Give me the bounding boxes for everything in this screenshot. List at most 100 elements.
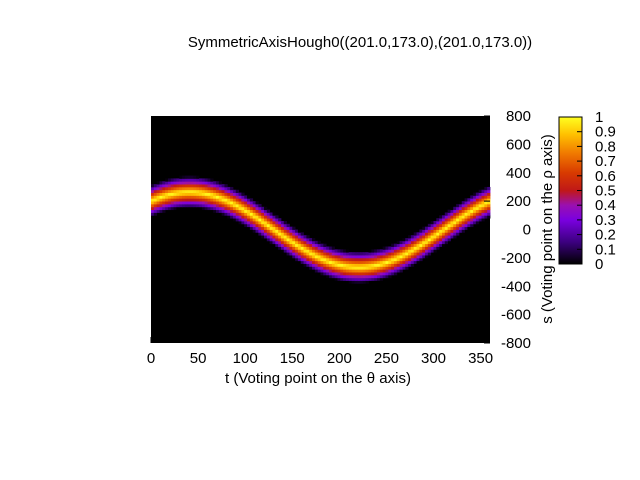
heatmap-cell: [405, 257, 409, 262]
heatmap-cell: [368, 274, 372, 279]
colorbar-tick-label: 0.1: [595, 241, 616, 258]
heatmap-cell: [201, 201, 206, 205]
heatmap-cell: [484, 201, 488, 205]
heatmap-cell: [221, 184, 225, 188]
heatmap-cell: [391, 272, 395, 276]
heatmap-cell: [173, 184, 177, 188]
heatmap-cell: [232, 212, 237, 216]
heatmap-cell: [218, 201, 223, 205]
heatmap-cell: [323, 272, 327, 276]
heatmap-cell: [475, 195, 480, 199]
heatmap-cell: [456, 229, 460, 233]
heatmap-cell: [173, 203, 177, 208]
heatmap-cell: [484, 212, 488, 216]
heatmap-cell: [368, 277, 372, 281]
heatmap-cell: [430, 235, 434, 239]
heatmap-cell: [162, 198, 166, 202]
heatmap-cell: [184, 175, 189, 179]
heatmap-cell: [464, 220, 468, 225]
heatmap-cell: [371, 269, 375, 273]
heatmap-cell: [357, 260, 361, 264]
heatmap-cell: [467, 201, 471, 205]
heatmap-cell: [413, 252, 417, 256]
heatmap-cell: [368, 260, 372, 264]
heatmap-cell: [275, 220, 279, 225]
heatmap-cell: [402, 260, 406, 264]
heatmap-cell: [184, 186, 189, 191]
heatmap-cell: [151, 198, 155, 202]
heatmap-cell: [419, 243, 423, 247]
heatmap-cell: [159, 195, 163, 199]
heatmap-cell: [300, 243, 304, 247]
heatmap-cell: [215, 192, 220, 196]
heatmap-cell: [210, 206, 214, 211]
heatmap-cell: [207, 195, 211, 199]
heatmap-cell: [179, 186, 183, 191]
heatmap-cell: [441, 226, 446, 230]
heatmap-cell: [184, 184, 189, 188]
heatmap-cell: [323, 266, 327, 270]
heatmap-cell: [283, 249, 287, 253]
heatmap-cell: [391, 260, 395, 264]
heatmap-cell: [196, 184, 200, 188]
heatmap-cell: [264, 220, 268, 225]
heatmap-cell: [258, 226, 262, 230]
heatmap-cell: [433, 238, 437, 242]
heatmap-cell: [295, 249, 299, 253]
heatmap-cell: [210, 192, 214, 196]
heatmap-cell: [441, 215, 446, 219]
heatmap-cell: [444, 238, 449, 242]
heatmap-cell: [348, 263, 352, 267]
heatmap-cell: [196, 178, 200, 182]
heatmap-cell: [221, 201, 225, 205]
heatmap-cell: [159, 198, 163, 202]
heatmap-cell: [286, 226, 290, 230]
heatmap-cell: [238, 192, 242, 196]
heatmap-cell: [447, 212, 451, 216]
heatmap-cell: [317, 252, 321, 256]
heatmap-cell: [456, 209, 460, 213]
heatmap-cell: [184, 181, 189, 185]
heatmap-cell: [252, 206, 256, 211]
heatmap-cell: [444, 226, 449, 230]
heatmap-cell: [153, 195, 158, 199]
heatmap-cell: [241, 192, 245, 196]
heatmap-cell: [232, 192, 237, 196]
heatmap-cell: [441, 238, 446, 242]
heatmap-cell: [247, 209, 251, 213]
heatmap-cell: [430, 232, 434, 236]
heatmap-cell: [374, 274, 378, 279]
heatmap-cell: [204, 201, 208, 205]
heatmap-cell: [199, 178, 203, 182]
heatmap-cell: [379, 269, 384, 273]
heatmap-cell: [340, 257, 344, 262]
heatmap-cell: [314, 252, 319, 256]
heatmap-cell: [419, 235, 423, 239]
heatmap-cell: [464, 209, 468, 213]
heatmap-cell: [348, 266, 352, 270]
heatmap-cell: [300, 255, 304, 259]
heatmap-cell: [340, 249, 344, 253]
heatmap-cell: [430, 240, 434, 245]
heatmap-cell: [382, 272, 386, 276]
heatmap-cell: [241, 203, 245, 208]
heatmap-cell: [179, 184, 183, 188]
heatmap-cell: [450, 223, 454, 228]
heatmap-cell: [261, 223, 265, 228]
heatmap-cell: [162, 209, 166, 213]
heatmap-cell: [210, 178, 214, 182]
heatmap-cell: [334, 269, 338, 273]
heatmap-cell: [427, 249, 432, 253]
heatmap-cell: [306, 238, 310, 242]
heatmap-cell: [413, 246, 417, 250]
heatmap-cell: [484, 209, 488, 213]
heatmap-cell: [232, 203, 237, 208]
heatmap-cell: [312, 266, 316, 270]
heatmap-cell: [371, 272, 375, 276]
heatmap-cell: [199, 184, 203, 188]
heatmap-cell: [408, 263, 412, 267]
heatmap-cell: [204, 189, 208, 194]
colorbar-tick-label: 1: [595, 109, 603, 126]
heatmap-cell: [354, 277, 358, 281]
heatmap-cell: [252, 223, 256, 228]
